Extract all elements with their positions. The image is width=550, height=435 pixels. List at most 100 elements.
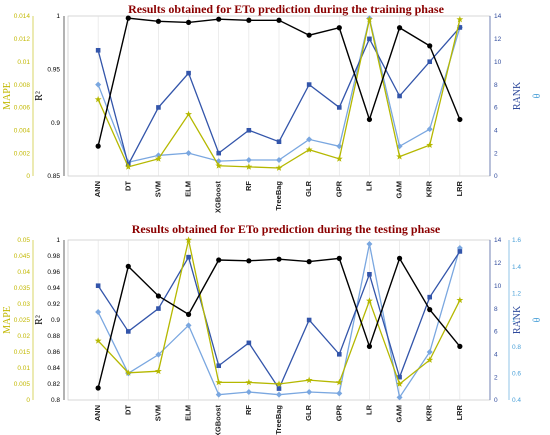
testing-ri-tick-label: 1.4 bbox=[512, 264, 521, 271]
testing-category-label: SVM bbox=[153, 405, 162, 421]
testing-r2-point bbox=[185, 311, 192, 317]
training-rank-tick-label: 6 bbox=[494, 105, 498, 112]
training-ri-point bbox=[95, 81, 102, 88]
training-r2-point bbox=[306, 32, 312, 38]
testing-mape-point bbox=[185, 236, 192, 243]
training-ri-point bbox=[306, 136, 313, 143]
testing-rank-point bbox=[306, 317, 312, 323]
training-category-label: LR bbox=[364, 180, 373, 191]
training-mape-point bbox=[456, 15, 464, 23]
training-mape-tick-label: 0.012 bbox=[14, 36, 31, 43]
testing-ri-tick-label: 1.6 bbox=[512, 237, 521, 244]
testing-rank-point bbox=[397, 374, 402, 380]
training-category-label: DT bbox=[123, 181, 132, 191]
training-category-label: ELM bbox=[184, 181, 193, 197]
testing-r2-tick-label: 0.94 bbox=[47, 285, 60, 292]
training-category-label: XGBoost bbox=[214, 181, 223, 214]
training-mape-point bbox=[335, 155, 343, 162]
testing-mape-point bbox=[215, 378, 223, 386]
testing-r2-point bbox=[276, 256, 282, 262]
training-rank-tick-label: 10 bbox=[494, 59, 502, 66]
training-r2-tick-label: 1 bbox=[56, 13, 60, 20]
testing-mape-point bbox=[396, 380, 403, 387]
training-mape-point bbox=[426, 141, 434, 149]
training-category-label: RF bbox=[244, 181, 253, 191]
training-r2-tick-label: 0.9 bbox=[51, 120, 60, 127]
testing-r2-tick-label: 1 bbox=[56, 237, 60, 244]
training-category-label: ANN bbox=[93, 181, 102, 197]
testing-ri-point bbox=[366, 241, 373, 247]
testing-category-label: KRR bbox=[425, 404, 434, 421]
training-r2-point bbox=[396, 25, 403, 31]
testing-ri-point bbox=[155, 351, 162, 358]
testing-r2-point bbox=[95, 385, 101, 391]
testing-mape-tick-label: 0.045 bbox=[14, 253, 31, 260]
testing-ri-point bbox=[245, 389, 252, 395]
testing-ri-point bbox=[396, 394, 403, 401]
training-r2-point bbox=[336, 25, 342, 31]
training-r2-point bbox=[427, 43, 433, 49]
training-mape-point bbox=[275, 164, 283, 171]
testing-mape-point bbox=[275, 380, 283, 387]
testing-mape-point bbox=[245, 378, 253, 386]
testing-r2-tick-label: 0.8 bbox=[51, 397, 60, 404]
testing-category-label: ELM bbox=[184, 405, 193, 421]
testing-ri-tick-label: 0.8 bbox=[512, 344, 521, 351]
testing-mape-point bbox=[155, 367, 162, 375]
testing-rank-point bbox=[156, 306, 161, 311]
training-mape-tick-label: 0.008 bbox=[14, 82, 31, 89]
training-mape-tick-label: 0.002 bbox=[14, 150, 31, 157]
training-r2-point bbox=[185, 19, 192, 25]
testing-mape-tick-label: 0.01 bbox=[17, 365, 30, 372]
testing-r2-tick-label: 0.92 bbox=[47, 301, 60, 308]
testing-r2-tick-label: 0.86 bbox=[47, 349, 60, 356]
testing-rank-point bbox=[216, 363, 222, 369]
testing-category-label: RF bbox=[244, 405, 253, 415]
testing-mape-tick-label: 0.04 bbox=[17, 269, 30, 276]
testing-mape-tick-label: 0.03 bbox=[17, 301, 30, 308]
training-ri-point bbox=[426, 126, 433, 133]
testing-ri-point bbox=[95, 309, 102, 315]
training-ri-point bbox=[185, 150, 192, 157]
training-ri-point bbox=[276, 157, 282, 163]
training-rank-tick-label: 12 bbox=[494, 36, 502, 43]
testing-ri-tick-label: 1 bbox=[512, 317, 516, 324]
testing-r2-tick-label: 0.98 bbox=[47, 253, 60, 260]
training-rank-point bbox=[246, 127, 252, 133]
testing-ri-point bbox=[426, 349, 433, 355]
testing-mape-tick-label: 0.025 bbox=[14, 317, 31, 324]
testing-rank-tick-label: 8 bbox=[494, 306, 498, 313]
training-rank-tick-label: 4 bbox=[494, 127, 498, 134]
testing-r2-point bbox=[336, 255, 342, 261]
training-r2-point bbox=[457, 116, 463, 123]
training-chart-title: Results obtained for ETo prediction duri… bbox=[128, 2, 445, 16]
training-category-label: TreeBag bbox=[274, 181, 283, 211]
training-mape-point bbox=[185, 110, 192, 118]
testing-mape-point bbox=[335, 378, 343, 386]
training-rank-point bbox=[397, 93, 402, 99]
training-rank-point bbox=[427, 59, 433, 65]
training-mape-point bbox=[305, 146, 313, 153]
testing-r2-point bbox=[427, 307, 433, 313]
testing-category-label: DT bbox=[123, 405, 132, 415]
testing-rank-point bbox=[427, 294, 433, 300]
testing-category-label: LR bbox=[364, 404, 373, 415]
testing-r2-point bbox=[366, 343, 373, 349]
testing-ri-tick-label: 0.6 bbox=[512, 371, 521, 378]
testing-category-label: GAM bbox=[395, 405, 404, 423]
training-mape-tick-label: 0.01 bbox=[17, 59, 30, 66]
testing-r2-tick-label: 0.96 bbox=[47, 269, 60, 276]
training-category-label: GPR bbox=[334, 180, 343, 197]
testing-category-label: GLR bbox=[304, 404, 313, 420]
testing-category-label: LRR bbox=[455, 404, 464, 420]
testing-rank-point bbox=[367, 271, 372, 277]
training-marks: ANN DT SVM ELM XGBoost RF TreeBag GLR GPR LR GAM KR… bbox=[14, 13, 502, 213]
testing-r2-point bbox=[396, 255, 403, 261]
training-mape-point bbox=[366, 15, 373, 23]
testing-r2-tick-label: 0.88 bbox=[47, 333, 60, 340]
training-rank-point bbox=[186, 70, 191, 76]
testing-r2-point bbox=[306, 259, 312, 265]
testing-rank-tick-label: 0 bbox=[494, 397, 498, 404]
testing-mape-tick-label: 0.05 bbox=[17, 237, 30, 244]
